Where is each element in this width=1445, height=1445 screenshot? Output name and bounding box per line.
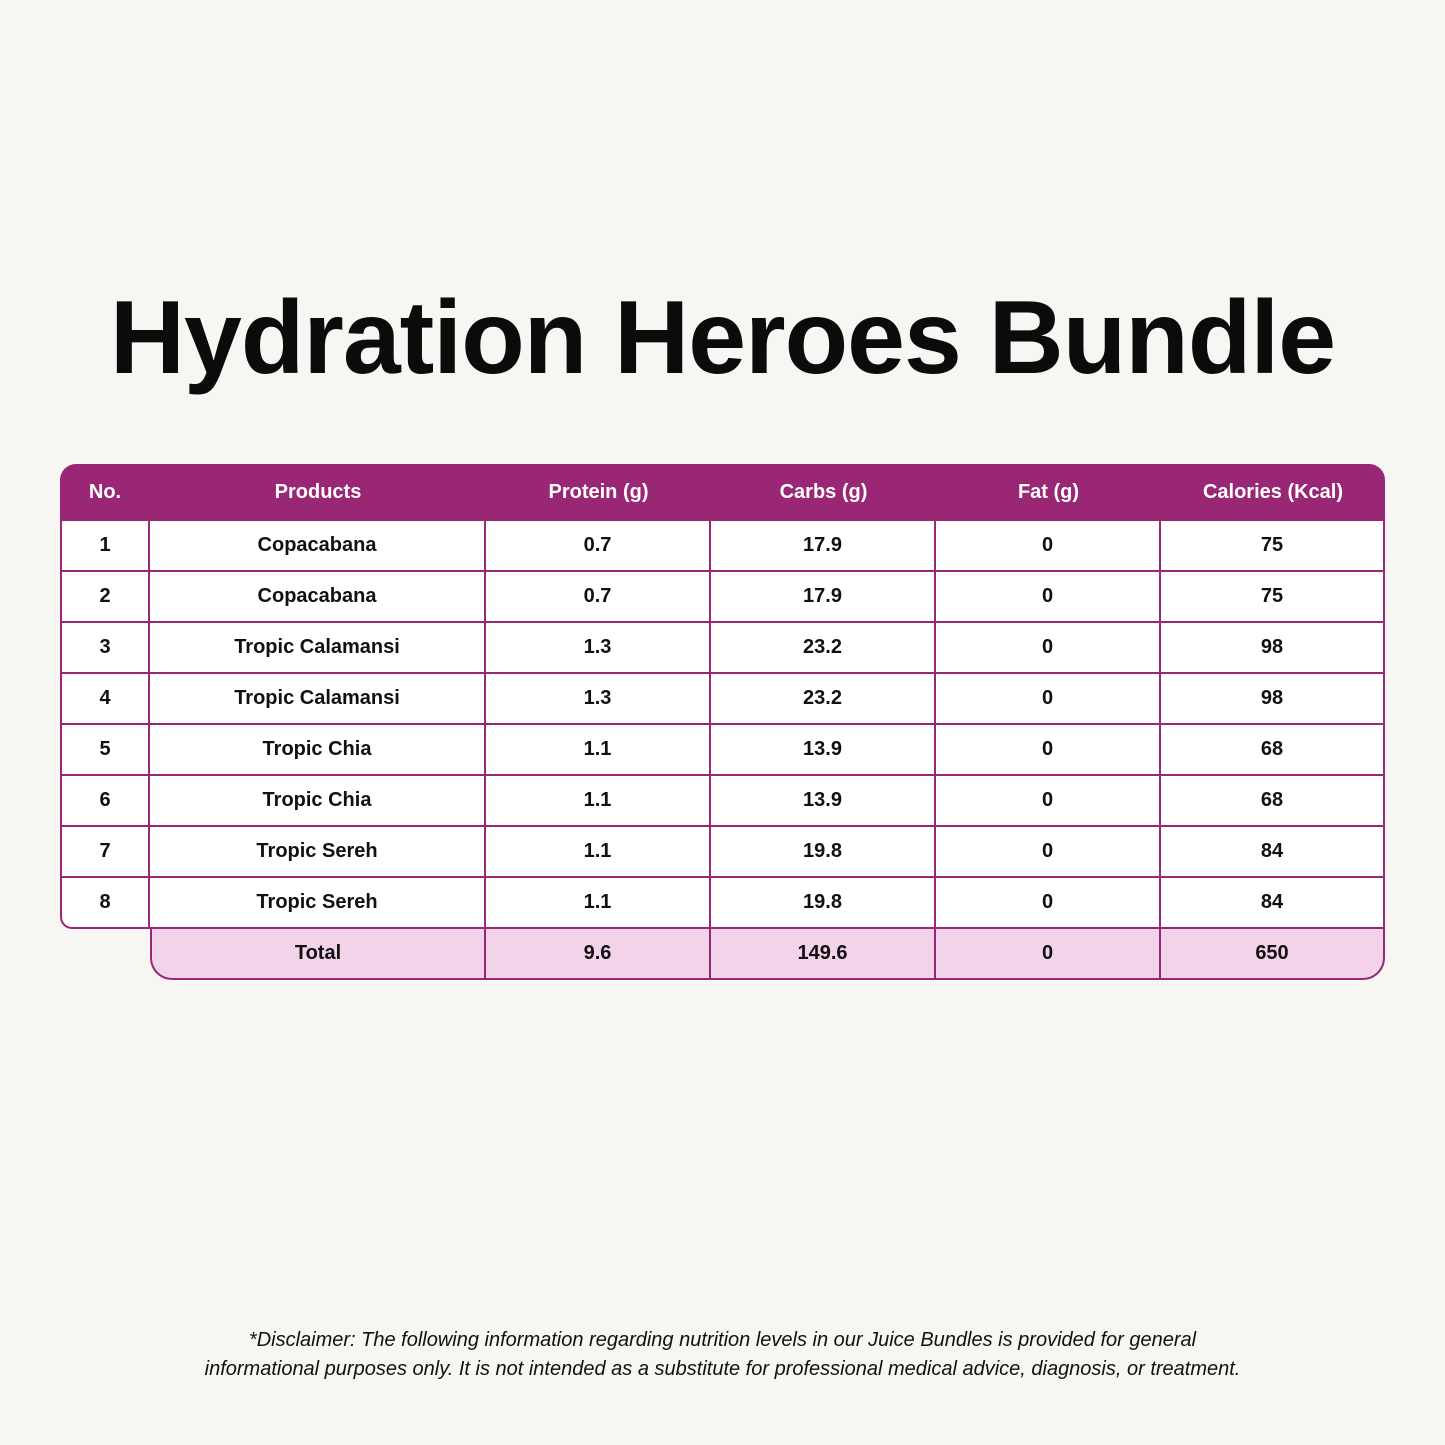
fat-value: 0: [936, 623, 1161, 674]
protein-value: 1.1: [486, 776, 711, 827]
table-row: 3 Tropic Calamansi 1.3 23.2 0 98: [60, 623, 1385, 674]
total-carbs: 149.6: [711, 929, 936, 980]
carbs-value: 19.8: [711, 878, 936, 929]
disclaimer-line-1: *Disclaimer: The following information r…: [248, 1329, 1197, 1351]
table-row: 2 Copacabana 0.7 17.9 0 75: [60, 572, 1385, 623]
total-protein: 9.6: [486, 929, 711, 980]
total-spacer: [60, 929, 150, 980]
product-name: Copacabana: [150, 572, 486, 623]
header-carbs: Carbs (g): [711, 464, 936, 521]
fat-value: 0: [936, 572, 1161, 623]
header-protein: Protein (g): [486, 464, 711, 521]
fat-value: 0: [936, 776, 1161, 827]
fat-value: 0: [936, 725, 1161, 776]
nutrition-table: No. Products Protein (g) Carbs (g) Fat (…: [60, 464, 1385, 980]
product-name: Tropic Calamansi: [150, 674, 486, 725]
row-number: 2: [60, 572, 150, 623]
total-row: Total 9.6 149.6 0 650: [60, 929, 1385, 980]
row-number: 8: [60, 878, 150, 929]
calories-value: 68: [1161, 776, 1385, 827]
carbs-value: 23.2: [711, 623, 936, 674]
header-no: No.: [60, 464, 150, 521]
protein-value: 1.1: [486, 878, 711, 929]
protein-value: 1.3: [486, 674, 711, 725]
row-number: 1: [60, 521, 150, 572]
carbs-value: 23.2: [711, 674, 936, 725]
header-products: Products: [150, 464, 486, 521]
fat-value: 0: [936, 878, 1161, 929]
nutrition-table-container: No. Products Protein (g) Carbs (g) Fat (…: [60, 464, 1385, 980]
carbs-value: 17.9: [711, 572, 936, 623]
table-row: 4 Tropic Calamansi 1.3 23.2 0 98: [60, 674, 1385, 725]
calories-value: 84: [1161, 827, 1385, 878]
carbs-value: 13.9: [711, 776, 936, 827]
calories-value: 98: [1161, 623, 1385, 674]
protein-value: 1.1: [486, 725, 711, 776]
table-row: 1 Copacabana 0.7 17.9 0 75: [60, 521, 1385, 572]
row-number: 4: [60, 674, 150, 725]
disclaimer-line-2: informational purposes only. It is not i…: [204, 1358, 1241, 1380]
row-number: 6: [60, 776, 150, 827]
table-row: 7 Tropic Sereh 1.1 19.8 0 84: [60, 827, 1385, 878]
fat-value: 0: [936, 521, 1161, 572]
calories-value: 84: [1161, 878, 1385, 929]
table-row: 5 Tropic Chia 1.1 13.9 0 68: [60, 725, 1385, 776]
table-row: 6 Tropic Chia 1.1 13.9 0 68: [60, 776, 1385, 827]
product-name: Tropic Sereh: [150, 827, 486, 878]
product-name: Copacabana: [150, 521, 486, 572]
product-name: Tropic Chia: [150, 725, 486, 776]
product-name: Tropic Sereh: [150, 878, 486, 929]
protein-value: 1.1: [486, 827, 711, 878]
protein-value: 0.7: [486, 572, 711, 623]
table-header-row: No. Products Protein (g) Carbs (g) Fat (…: [60, 464, 1385, 521]
calories-value: 98: [1161, 674, 1385, 725]
product-name: Tropic Chia: [150, 776, 486, 827]
total-calories: 650: [1161, 929, 1385, 980]
header-calories: Calories (Kcal): [1161, 464, 1385, 521]
row-number: 7: [60, 827, 150, 878]
calories-value: 75: [1161, 572, 1385, 623]
header-fat: Fat (g): [936, 464, 1161, 521]
carbs-value: 19.8: [711, 827, 936, 878]
protein-value: 1.3: [486, 623, 711, 674]
carbs-value: 17.9: [711, 521, 936, 572]
row-number: 5: [60, 725, 150, 776]
total-fat: 0: [936, 929, 1161, 980]
product-name: Tropic Calamansi: [150, 623, 486, 674]
fat-value: 0: [936, 674, 1161, 725]
protein-value: 0.7: [486, 521, 711, 572]
page-title: Hydration Heroes Bundle: [109, 280, 1336, 396]
carbs-value: 13.9: [711, 725, 936, 776]
calories-value: 68: [1161, 725, 1385, 776]
fat-value: 0: [936, 827, 1161, 878]
total-label: Total: [150, 929, 486, 980]
disclaimer: *Disclaimer: The following information r…: [0, 1326, 1445, 1384]
calories-value: 75: [1161, 521, 1385, 572]
row-number: 3: [60, 623, 150, 674]
table-row: 8 Tropic Sereh 1.1 19.8 0 84: [60, 878, 1385, 929]
